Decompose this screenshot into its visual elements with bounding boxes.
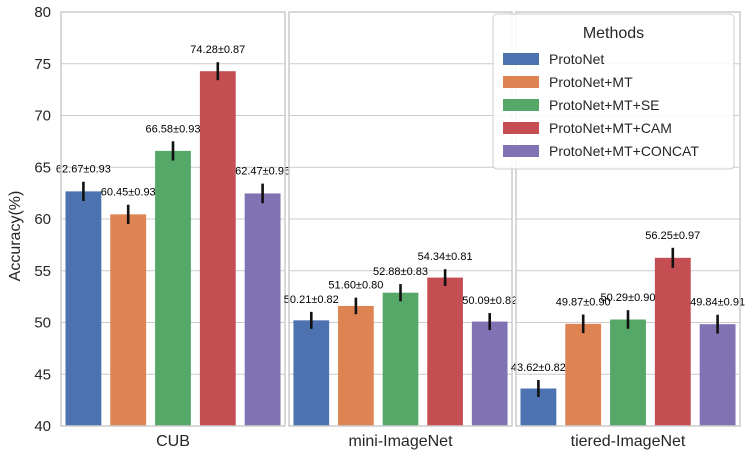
bar <box>699 324 736 426</box>
y-tick-label: 50 <box>34 315 51 332</box>
value-label: 60.45±0.93 <box>101 187 156 199</box>
y-axis-label: Accuracy(%) <box>7 191 24 282</box>
y-tick-label: 40 <box>34 418 51 435</box>
panel-title: CUB <box>156 433 190 450</box>
value-label: 66.58±0.93 <box>146 123 201 135</box>
legend-swatch <box>503 53 539 65</box>
value-label: 50.09±0.82 <box>462 295 517 307</box>
y-tick-label: 55 <box>34 263 51 280</box>
panel-title: mini-ImageNet <box>348 433 453 450</box>
bar <box>65 191 102 426</box>
legend-item: ProtoNet <box>503 51 604 67</box>
bar <box>427 277 463 426</box>
value-label: 50.21±0.82 <box>284 294 339 306</box>
legend-item: ProtoNet+MT+SE <box>503 97 660 113</box>
bar <box>110 214 147 426</box>
legend: Methods ProtoNet ProtoNet+MT ProtoNet+MT+SE… <box>492 13 735 170</box>
legend-item: ProtoNet+MT+CONCAT <box>503 143 699 159</box>
legend-label: ProtoNet <box>549 51 604 67</box>
bar <box>610 319 646 426</box>
legend-item: ProtoNet+MT <box>503 74 633 90</box>
legend-label: ProtoNet+MT+CONCAT <box>549 143 699 159</box>
value-label: 43.62±0.82 <box>511 362 566 374</box>
panel-frame <box>288 11 513 427</box>
value-label: 54.34±0.81 <box>418 251 473 263</box>
value-label: 62.47±0.95 <box>235 166 290 178</box>
legend-item: ProtoNet+MT+CAM <box>503 120 672 136</box>
value-label: 50.29±0.90 <box>601 292 656 304</box>
legend-swatch <box>503 76 539 88</box>
y-tick-label: 80 <box>34 4 51 21</box>
legend-title: Methods <box>583 25 644 42</box>
bar <box>471 321 508 426</box>
panel-frame <box>60 11 286 427</box>
legend-swatch <box>503 122 539 134</box>
value-label: 56.25±0.97 <box>645 230 700 242</box>
legend-label: ProtoNet+MT+CAM <box>549 120 672 136</box>
value-label: 49.84±0.91 <box>690 297 745 309</box>
panel-title: tiered-ImageNet <box>571 433 686 450</box>
y-tick-label: 65 <box>34 159 51 176</box>
bar <box>654 257 691 426</box>
bar <box>293 320 330 426</box>
y-tick-label: 70 <box>34 108 51 125</box>
legend-swatch <box>503 99 539 111</box>
value-label: 62.67±0.93 <box>56 164 111 176</box>
legend-label: ProtoNet+MT <box>549 74 633 90</box>
y-tick-label: 45 <box>34 366 51 383</box>
panel-frame <box>515 11 741 427</box>
legend-swatch <box>503 145 539 157</box>
y-tick-label: 75 <box>34 56 51 73</box>
y-tick-label: 60 <box>34 211 51 228</box>
value-label: 74.28±0.87 <box>190 44 245 56</box>
panel-mini-imagenet: 50.21±0.82 51.60±0.80 52.88±0.83 54.34±0.81… <box>284 11 517 450</box>
legend-box <box>492 13 735 170</box>
bar <box>244 193 281 426</box>
bar <box>565 323 602 426</box>
bar <box>338 305 374 426</box>
bar <box>382 292 419 426</box>
bar <box>155 150 191 426</box>
panel-cub: 62.67±0.93 60.45±0.93 66.58±0.93 74.28±0.87… <box>56 11 290 450</box>
bar <box>199 71 236 427</box>
legend-label: ProtoNet+MT+SE <box>549 97 660 113</box>
value-label: 51.60±0.80 <box>328 280 383 292</box>
value-label: 49.87±0.90 <box>556 297 611 309</box>
value-label: 52.88±0.83 <box>373 266 428 278</box>
